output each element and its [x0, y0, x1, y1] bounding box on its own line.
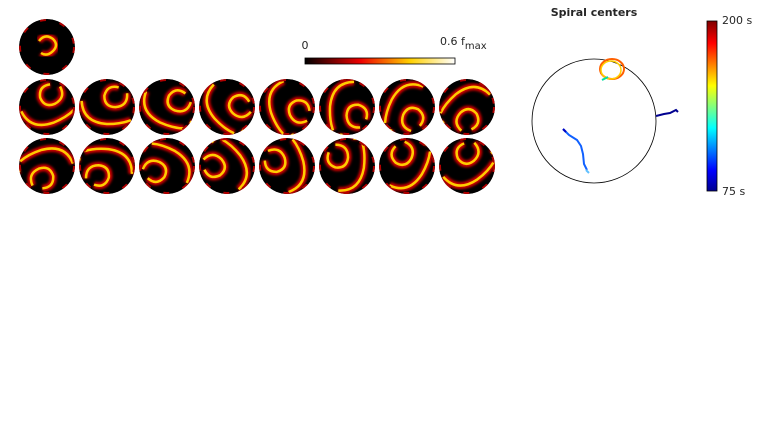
colorbar-max-subscript: max [465, 41, 487, 52]
wave-front [36, 32, 60, 59]
activity-map [199, 138, 255, 194]
activity-map [439, 79, 495, 135]
trajectory-loop [600, 60, 622, 80]
edge-activity [79, 138, 135, 194]
activity-maps [19, 19, 495, 194]
wave-front [79, 83, 135, 128]
activity-map [79, 138, 135, 194]
edge-activity [319, 138, 375, 194]
colorbar-max-text: 0.6 f [440, 35, 466, 48]
edge-activity [19, 138, 75, 194]
edge-activity [379, 138, 435, 194]
time-colorbar-bottom-label: 75 s [722, 185, 745, 198]
edge-activity [19, 19, 75, 75]
activity-map [19, 19, 75, 75]
time-colorbar-top-label: 200 s [722, 14, 752, 27]
edge-activity [199, 138, 255, 194]
edge-activity [439, 79, 495, 135]
edge-activity [139, 138, 195, 194]
wave-core [38, 35, 58, 56]
activity-map [199, 79, 255, 135]
activity-map [439, 138, 495, 194]
trajectory-segment [655, 108, 679, 117]
wave-core [19, 147, 75, 190]
trajectory-segment [562, 128, 567, 133]
wave-front [19, 144, 75, 192]
wave-front [326, 79, 371, 135]
domain-boundary [531, 58, 657, 184]
activity-map [79, 79, 135, 135]
trajectory-segment [562, 128, 588, 171]
wave-front [265, 79, 313, 135]
activity-map [139, 138, 195, 194]
activity-map [259, 138, 315, 194]
edge-activity [79, 79, 135, 135]
wave-core [328, 80, 369, 135]
trajectory-segment [585, 169, 590, 174]
time-colorbar [706, 20, 718, 192]
activity-map [19, 79, 75, 135]
activity-map [319, 79, 375, 135]
wave-core [80, 85, 135, 126]
edge-activity [19, 79, 75, 135]
edge-activity [199, 79, 255, 135]
wave-core [268, 80, 311, 135]
activity-map [259, 79, 315, 135]
activity-map [19, 138, 75, 194]
trajectory-segment [601, 76, 609, 81]
colorbar-min-label: 0 [302, 39, 309, 52]
wave-core [263, 138, 306, 194]
disk [19, 19, 75, 75]
activity-map [379, 79, 435, 135]
edge-activity [139, 79, 195, 135]
edge-activity [439, 138, 495, 194]
colorbar-max-label: 0.6 fmax [440, 35, 487, 52]
activity-map [139, 79, 195, 135]
edge-activity [379, 79, 435, 135]
activity-map [379, 138, 435, 194]
edge-activity [259, 138, 315, 194]
activity-map [319, 138, 375, 194]
panel-title: Spiral centers [551, 6, 638, 19]
activity-colorbar [304, 57, 456, 65]
spiral-trajectories [562, 58, 679, 174]
wave-front [261, 138, 308, 194]
edge-activity [259, 79, 315, 135]
edge-activity [319, 79, 375, 135]
